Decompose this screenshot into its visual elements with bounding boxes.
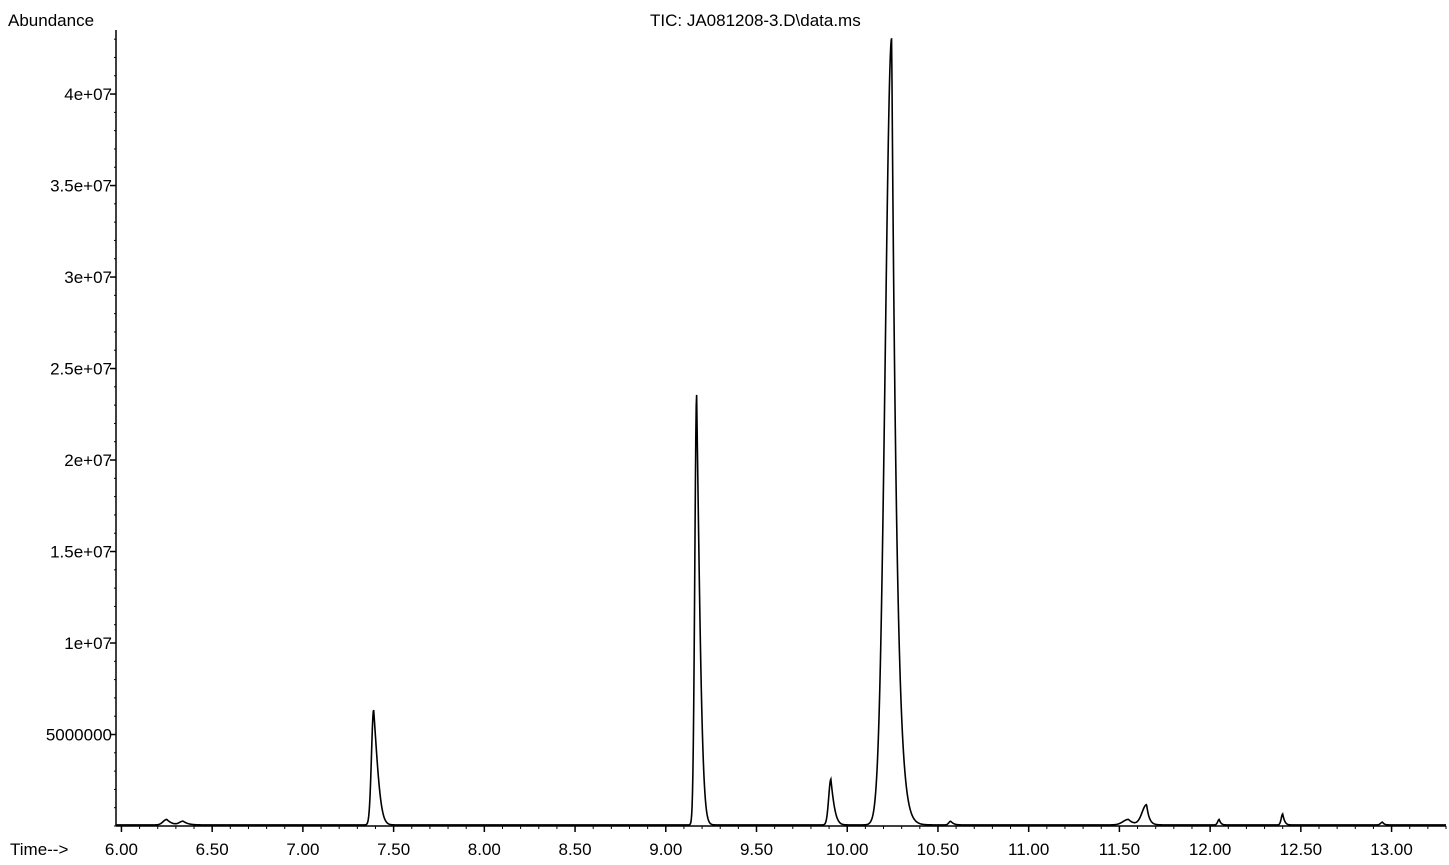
y-tick-label: 3e+07 bbox=[64, 268, 112, 287]
tic-trace bbox=[116, 38, 1446, 826]
x-tick-label: 8.00 bbox=[468, 840, 501, 859]
y-ticks-group: 5000000 1e+07 1.5e+07 2e+07 2.5e+07 3e+07 3.5e… bbox=[46, 85, 116, 745]
x-tick-label: 6.00 bbox=[105, 840, 138, 859]
x-tick-label: 9.50 bbox=[740, 840, 773, 859]
x-tick-label: 9.00 bbox=[649, 840, 682, 859]
x-ticks-group: 6.00 6.50 7.00 7.50 8.00 8.50 9.00 9.50 10.00 10.… bbox=[105, 826, 1413, 859]
x-tick-label: 11.00 bbox=[1008, 840, 1049, 859]
chart-title: TIC: JA081208-3.D\data.ms bbox=[650, 11, 861, 30]
y-tick-label: 2.5e+07 bbox=[50, 360, 112, 379]
y-tick-label: 2e+07 bbox=[64, 451, 112, 470]
y-axis-title: Abundance bbox=[8, 11, 95, 30]
x-tick-label: 10.50 bbox=[917, 840, 960, 859]
x-tick-label: 7.50 bbox=[377, 840, 410, 859]
x-tick-label: 12.50 bbox=[1280, 840, 1323, 859]
y-tick-label: 5000000 bbox=[46, 726, 112, 745]
x-tick-label: 6.50 bbox=[196, 840, 229, 859]
x-tick-label: 13.00 bbox=[1370, 840, 1413, 859]
axes-group bbox=[114, 30, 1447, 829]
y-tick-label: 4e+07 bbox=[64, 85, 112, 104]
x-tick-label: 10.00 bbox=[826, 840, 869, 859]
x-axis-label: Time--> bbox=[10, 840, 69, 859]
y-tick-label: 1.5e+07 bbox=[50, 543, 112, 562]
x-tick-label: 12.00 bbox=[1189, 840, 1232, 859]
x-tick-label: 11.50 bbox=[1099, 840, 1140, 859]
x-tick-label: 8.50 bbox=[559, 840, 592, 859]
y-tick-label: 1e+07 bbox=[64, 634, 112, 653]
x-tick-label: 7.00 bbox=[286, 840, 319, 859]
y-tick-label: 3.5e+07 bbox=[50, 177, 112, 196]
